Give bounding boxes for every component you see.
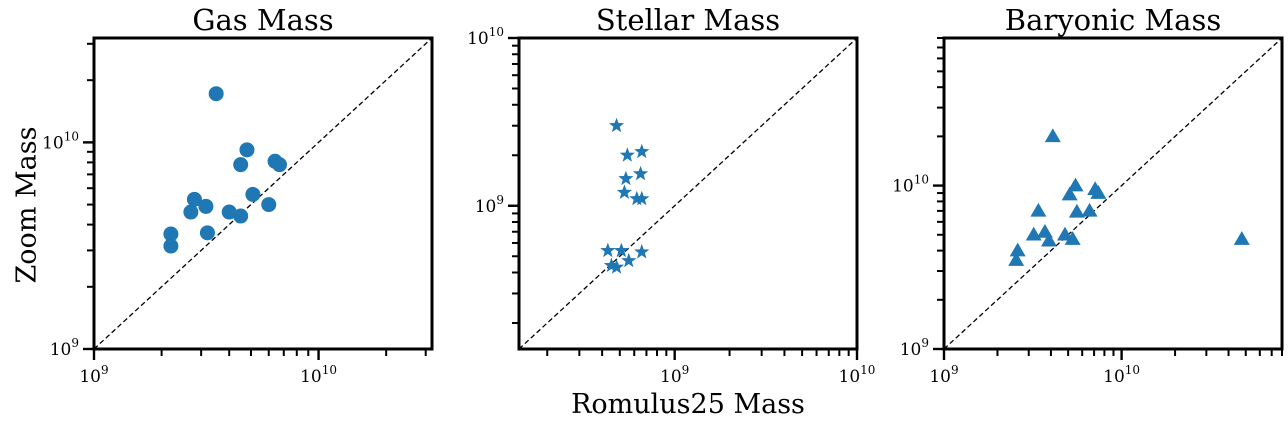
data-point [1008,252,1025,266]
data-point [608,259,625,274]
panel-stellar-mass: 109 1010 109 1010 Stellar Mass Romulus25 Mass [467,3,875,420]
plot-frame [517,36,859,351]
plot-frame [92,36,434,351]
data-point [1061,186,1078,201]
data-point [1064,231,1081,245]
data-point [613,242,629,258]
data-point [632,165,649,181]
data-point [221,204,237,220]
data-point [634,244,650,259]
x-tick-label: 109 [660,363,689,387]
data-point [245,186,261,202]
x-tick-label: 109 [79,363,108,387]
data-point [233,208,249,224]
one-to-one-line [519,38,857,349]
data-point [616,184,633,199]
data-point [1068,203,1085,218]
data-point [1233,231,1250,245]
data-point [233,157,249,173]
y-tick-label: 109 [475,193,504,217]
data-point [1044,128,1061,143]
data-point [634,190,650,206]
data-point [1040,232,1057,247]
x-tick-label: 1010 [300,363,337,387]
y-tick-label: 1010 [467,25,504,49]
x-axis-label: Romulus25 Mass [571,389,805,420]
panel-baryonic-mass: 109 1010 109 1010 Baryonic Mass [892,3,1284,387]
data-point [634,143,650,159]
data-point [1067,177,1084,192]
x-tick-label: 1010 [1103,363,1140,387]
one-to-one-line [94,38,432,349]
data-point [1030,202,1047,217]
data-series [163,86,288,254]
data-point [199,225,215,241]
data-point [163,226,179,242]
data-point [1056,226,1073,241]
one-to-one-line [944,38,1282,349]
y-tick-label: 1010 [42,129,79,153]
y-axis-label: Zoom Mass [12,127,43,284]
data-point [600,242,616,258]
data-series [600,117,650,274]
data-point [261,197,277,213]
panel-title: Stellar Mass [596,3,780,37]
data-point [1009,242,1026,257]
y-tick-label: 109 [50,336,79,360]
y-tick-label: 109 [900,336,929,360]
data-point [198,198,214,214]
data-point [1081,202,1098,217]
data-point [208,86,224,102]
plot-frame [942,36,1284,351]
data-point [621,252,637,268]
data-point [608,117,625,133]
x-tick-label: 109 [929,363,958,387]
data-point [186,191,202,207]
data-point [183,204,199,220]
data-point [272,157,288,173]
panel-title: Baryonic Mass [1005,3,1221,37]
x-tick-label: 1010 [839,363,876,387]
panel-title: Gas Mass [192,3,333,37]
data-series [1008,128,1250,266]
y-tick-label: 1010 [892,173,929,197]
data-point [163,238,179,254]
panel-gas-mass: 109 1010 109 1010 Gas Mass Zoom Mass [12,3,434,387]
data-point [239,142,255,158]
data-point [618,170,634,186]
data-point [619,147,635,162]
data-point [1090,185,1107,199]
